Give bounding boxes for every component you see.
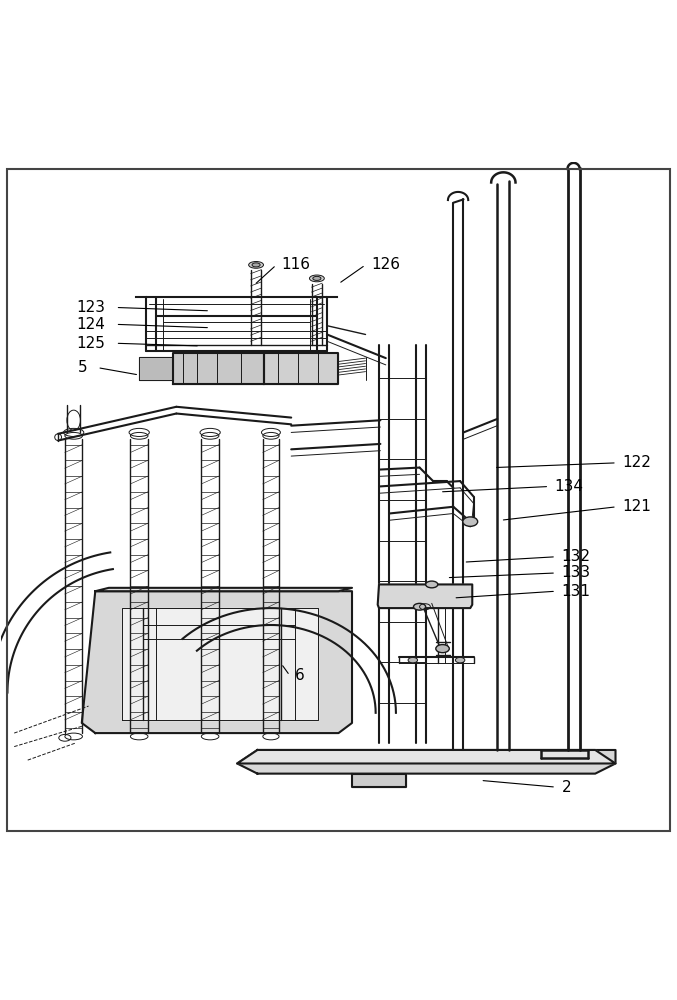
Ellipse shape: [414, 603, 426, 610]
Polygon shape: [139, 357, 173, 380]
Text: 116: 116: [281, 257, 310, 272]
Text: 125: 125: [77, 336, 106, 351]
Polygon shape: [237, 750, 615, 774]
Text: 133: 133: [561, 565, 590, 580]
Text: 134: 134: [554, 479, 584, 494]
Ellipse shape: [408, 657, 418, 663]
Text: 126: 126: [371, 257, 400, 272]
Polygon shape: [95, 588, 352, 591]
Polygon shape: [123, 608, 318, 720]
Ellipse shape: [309, 275, 324, 282]
Text: 2: 2: [561, 780, 571, 795]
Text: 131: 131: [561, 584, 590, 599]
Ellipse shape: [436, 645, 450, 653]
Polygon shape: [82, 591, 352, 733]
Ellipse shape: [463, 517, 478, 526]
Text: 6: 6: [294, 668, 305, 683]
Polygon shape: [173, 353, 264, 384]
Polygon shape: [352, 774, 406, 787]
Text: 132: 132: [561, 549, 590, 564]
Text: 122: 122: [622, 455, 651, 470]
Ellipse shape: [248, 262, 263, 268]
Ellipse shape: [426, 581, 438, 588]
Polygon shape: [378, 584, 473, 608]
Text: 123: 123: [77, 300, 106, 315]
Ellipse shape: [252, 263, 260, 267]
Text: 121: 121: [622, 499, 651, 514]
Text: 124: 124: [77, 317, 106, 332]
Polygon shape: [237, 750, 615, 763]
Polygon shape: [264, 353, 338, 384]
Text: 5: 5: [78, 360, 87, 375]
Ellipse shape: [313, 276, 321, 280]
Ellipse shape: [456, 657, 465, 663]
